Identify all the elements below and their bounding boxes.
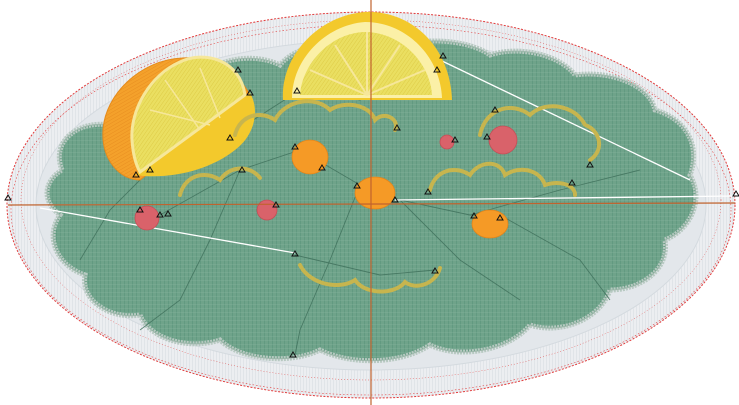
triangle-marker-icon — [586, 161, 594, 168]
triangle-marker-icon — [483, 133, 491, 140]
triangle-marker-icon — [238, 166, 246, 173]
triangle-marker-icon — [470, 212, 478, 219]
triangle-marker-icon — [353, 182, 361, 189]
triangle-marker-icon — [391, 196, 399, 203]
triangle-marker-icon — [293, 87, 301, 94]
triangle-marker-icon — [568, 179, 576, 186]
triangle-marker-icon — [146, 166, 154, 173]
lemon-slice-left — [130, 55, 255, 177]
triangle-marker-icon — [424, 188, 432, 195]
triangle-marker-icon — [136, 206, 144, 213]
triangle-marker-icon — [226, 134, 234, 141]
berries — [134, 125, 518, 231]
squiggle-garnish — [178, 99, 601, 294]
triangle-marker-icon — [272, 201, 280, 208]
triangle-marker-icon — [491, 106, 499, 113]
triangle-marker-icon — [4, 194, 12, 201]
triangle-marker-icon — [291, 250, 299, 257]
triangle-marker-icon — [132, 171, 140, 178]
stitch-node-markers — [4, 52, 739, 358]
jump-stitches — [39, 59, 736, 254]
triangle-marker-icon — [289, 351, 297, 358]
triangle-marker-icon — [318, 164, 326, 171]
triangle-marker-icon — [431, 267, 439, 274]
triangle-marker-icon — [732, 190, 739, 197]
triangle-marker-icon — [496, 214, 504, 221]
horizontal-axis-line — [7, 202, 736, 206]
center-crosshair — [7, 0, 736, 405]
triangle-marker-icon — [433, 66, 441, 73]
triangle-marker-icon — [291, 143, 299, 150]
triangle-marker-icon — [156, 211, 164, 218]
triangle-marker-icon — [234, 66, 242, 73]
triangle-marker-icon — [439, 52, 447, 59]
triangle-marker-icon — [451, 136, 459, 143]
lemon-slice-top — [282, 11, 452, 101]
triangle-marker-icon — [246, 89, 254, 96]
triangle-marker-icon — [164, 210, 172, 217]
triangle-marker-icon — [393, 124, 401, 131]
